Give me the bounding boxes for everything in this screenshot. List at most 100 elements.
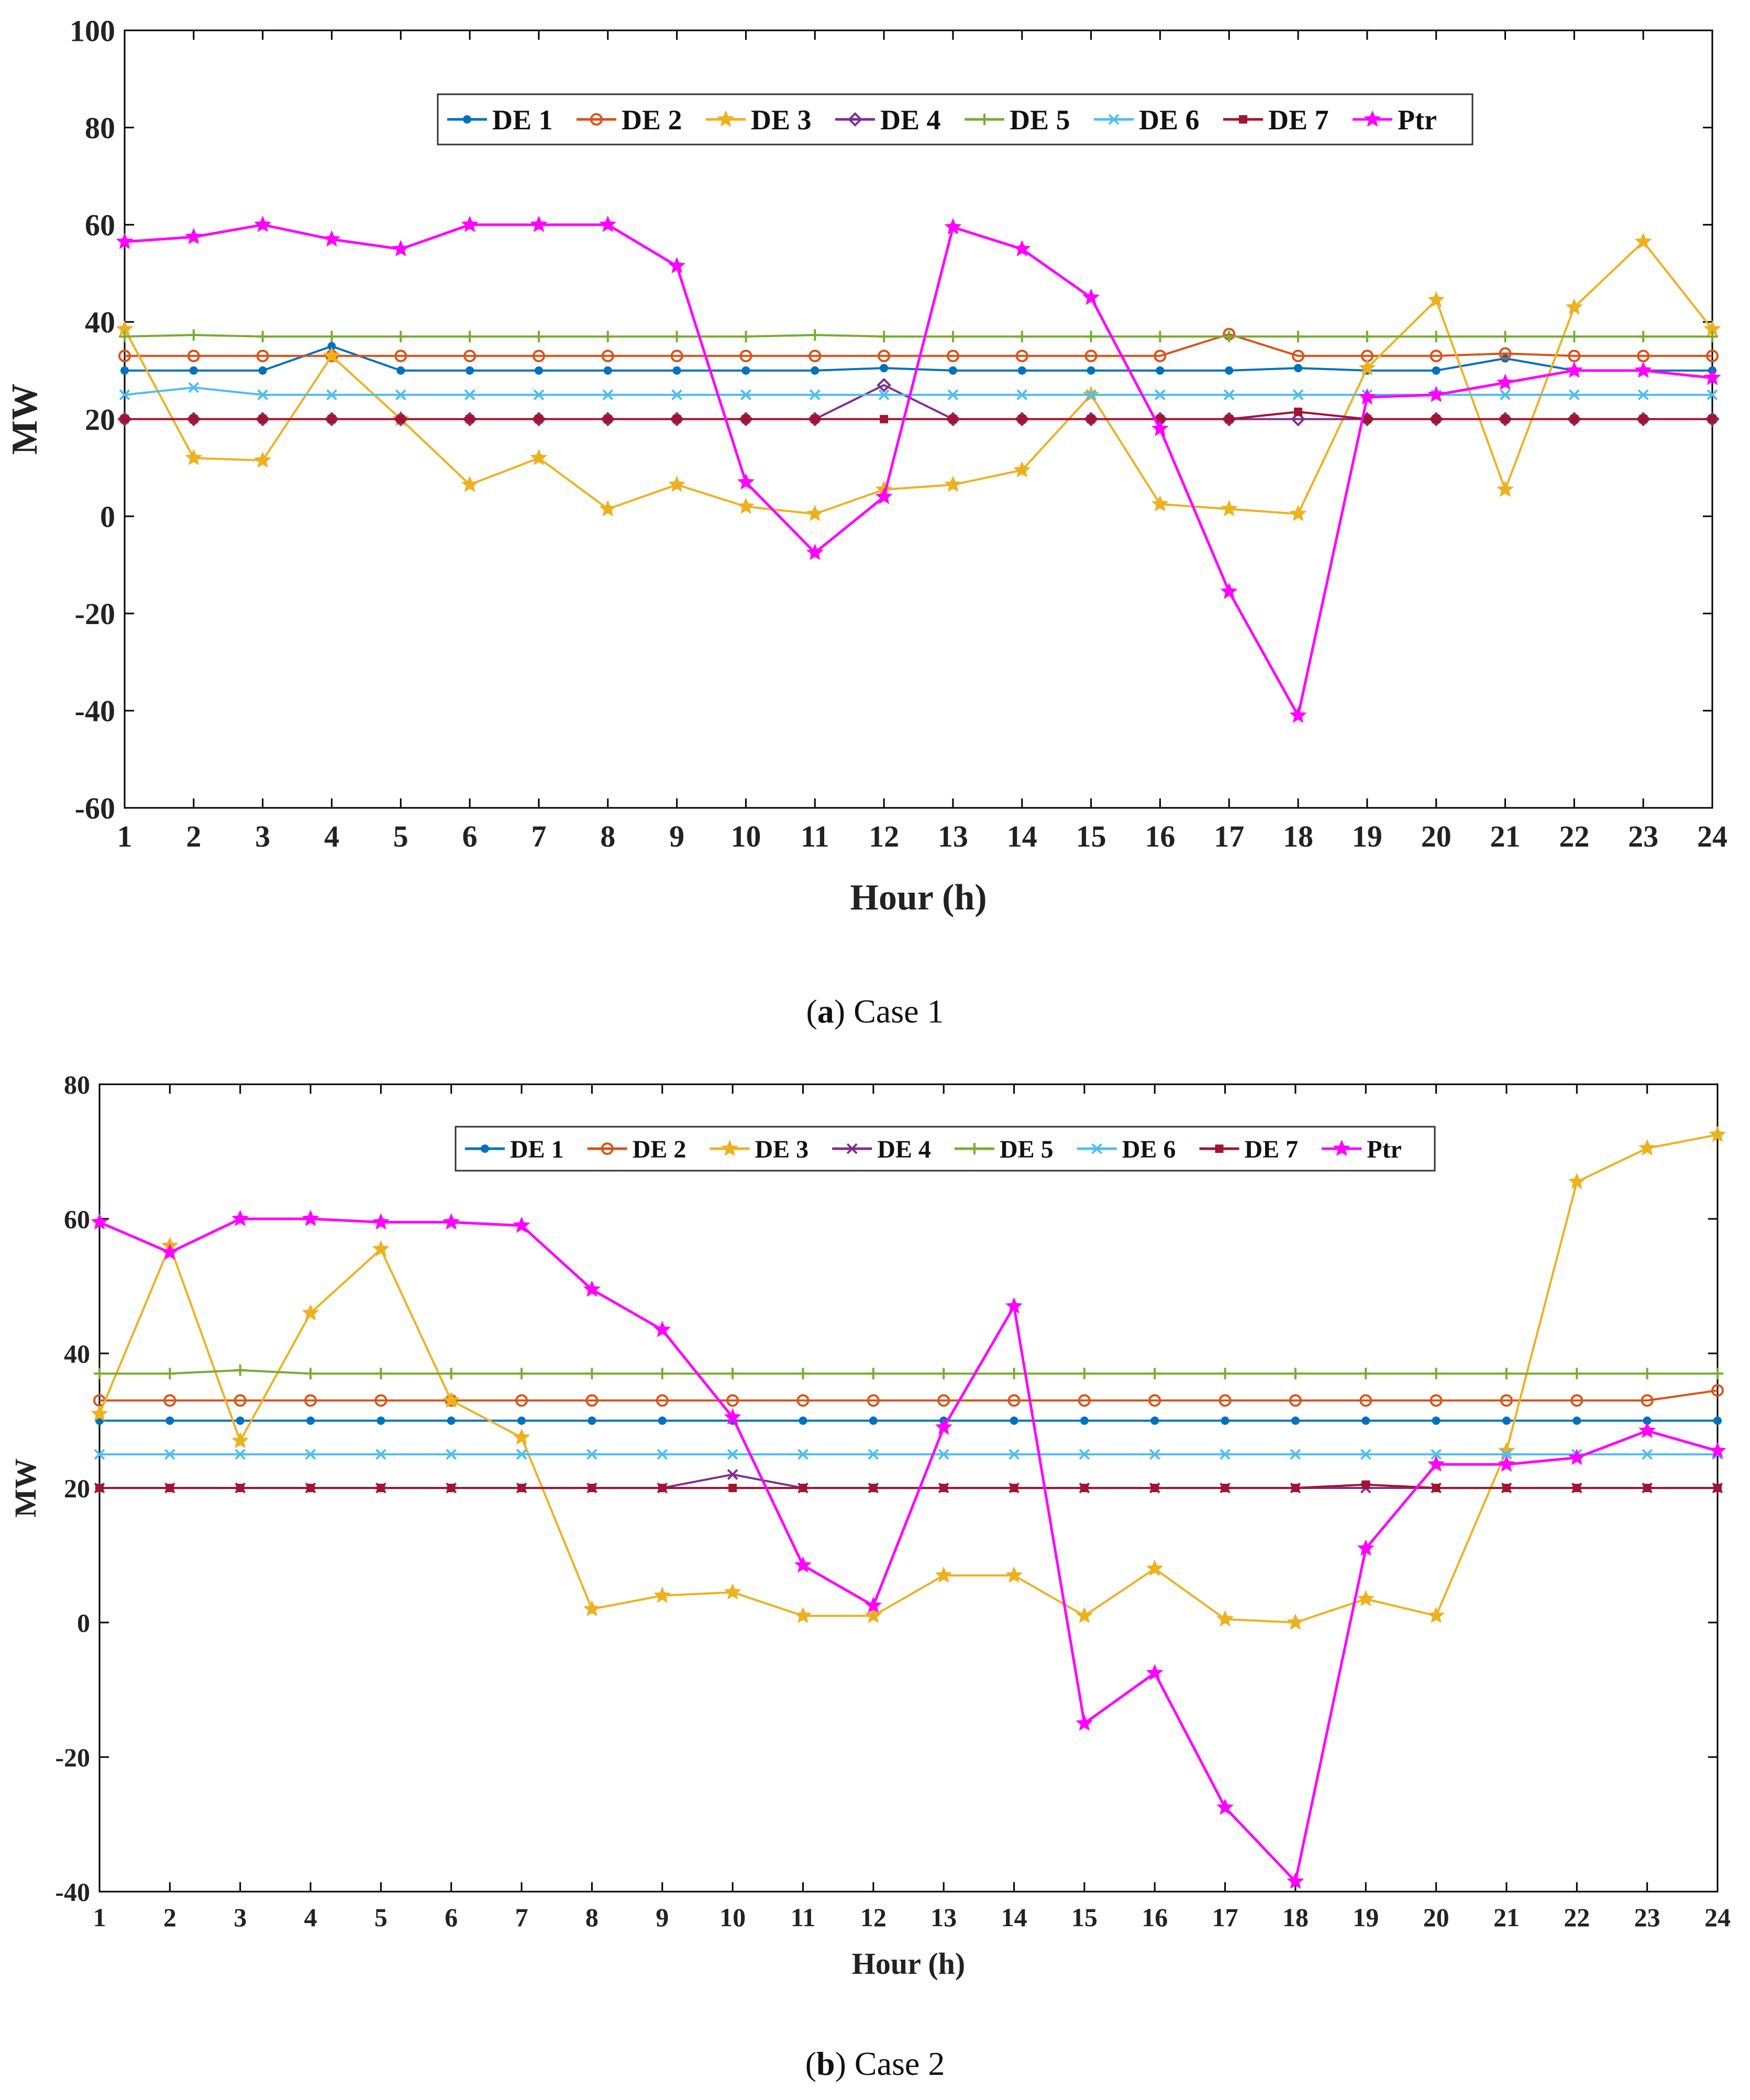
- x-tick-label: 21: [1493, 1903, 1520, 1932]
- data-point: [1498, 1455, 1515, 1472]
- data-point: [1146, 1559, 1164, 1576]
- data-point: [1361, 1480, 1370, 1489]
- data-point: [1221, 1484, 1230, 1492]
- data-point: [94, 1368, 105, 1380]
- data-point: [1082, 288, 1100, 305]
- data-point: [1016, 389, 1028, 401]
- y-tick-label: 40: [64, 1339, 90, 1369]
- data-point: [254, 216, 272, 232]
- data-point: [532, 349, 545, 362]
- y-tick-label: -20: [75, 597, 115, 631]
- data-point: [1154, 330, 1166, 342]
- y-tick-label: 80: [85, 111, 115, 145]
- data-point: [1289, 706, 1307, 723]
- series-line: [124, 223, 1713, 717]
- legend-marker: [481, 1145, 489, 1153]
- data-point: [877, 377, 891, 393]
- data-point: [806, 543, 824, 560]
- data-point: [1292, 389, 1304, 401]
- data-point: [727, 1469, 738, 1480]
- data-point: [1572, 1416, 1581, 1425]
- data-point: [1637, 349, 1650, 362]
- data-point: [1502, 1484, 1511, 1492]
- data-point: [1642, 1449, 1653, 1460]
- y-tick-label: -40: [55, 1877, 90, 1907]
- data-point: [944, 218, 962, 235]
- series-line: [125, 333, 1712, 357]
- series-de-1: [120, 342, 1716, 375]
- data-point: [603, 415, 612, 424]
- data-point: [1154, 389, 1166, 401]
- data-point: [1078, 1368, 1090, 1380]
- data-point: [602, 389, 614, 401]
- data-point: [939, 1484, 948, 1492]
- data-point: [1427, 291, 1445, 308]
- data-point: [1634, 361, 1652, 378]
- legend-marker: [463, 115, 471, 124]
- legend-item: DE 7: [1199, 1136, 1298, 1163]
- data-point: [118, 349, 131, 362]
- data-point: [811, 415, 819, 424]
- x-tick-label: 14: [1001, 1903, 1027, 1932]
- data-point: [1292, 349, 1305, 362]
- x-tick-label: 4: [324, 819, 339, 853]
- data-point: [1500, 1394, 1513, 1407]
- x-tick-label: 7: [515, 1903, 528, 1932]
- data-point: [1216, 1798, 1234, 1815]
- x-tick-label: 6: [462, 819, 478, 853]
- data-point: [188, 382, 200, 393]
- data-point: [1637, 389, 1649, 401]
- legend-label: DE 7: [1268, 104, 1329, 136]
- data-point: [1146, 1664, 1164, 1681]
- data-point: [372, 1213, 390, 1230]
- data-point: [516, 1449, 527, 1460]
- data-point: [327, 415, 336, 424]
- data-point: [305, 1449, 316, 1460]
- y-tick-label: 60: [64, 1205, 90, 1234]
- legend-item: Ptr: [1353, 104, 1437, 136]
- y-tick-label: 0: [77, 1608, 90, 1638]
- data-point: [658, 1416, 667, 1425]
- data-point: [326, 389, 337, 401]
- legend-label: DE 4: [877, 1136, 931, 1163]
- caption-case-1: (a) Case 1: [806, 993, 944, 1030]
- data-point: [1713, 1484, 1722, 1492]
- data-point: [1087, 366, 1095, 375]
- data-point: [588, 1484, 596, 1492]
- legend-item: DE 4: [832, 1136, 931, 1163]
- data-point: [1565, 361, 1583, 378]
- data-point: [1430, 1394, 1443, 1407]
- data-point: [948, 415, 957, 424]
- data-point: [599, 499, 617, 517]
- data-point: [1500, 1368, 1512, 1380]
- legend-label: DE 6: [1139, 104, 1200, 136]
- data-point: [1223, 389, 1235, 401]
- data-point: [94, 1449, 105, 1460]
- data-point: [1357, 1539, 1375, 1556]
- data-point: [513, 1428, 530, 1445]
- legend-marker: [601, 1142, 614, 1155]
- data-point: [1711, 1384, 1724, 1397]
- legend-label: DE 5: [1010, 104, 1070, 136]
- data-point: [163, 1394, 176, 1407]
- data-point: [1497, 480, 1514, 497]
- y-axis-label: MW: [5, 383, 45, 454]
- data-point: [517, 1484, 526, 1492]
- y-axis-label: MW: [8, 1459, 42, 1518]
- data-point: [878, 330, 890, 342]
- data-point: [119, 389, 130, 401]
- data-point: [235, 1449, 246, 1460]
- data-point: [1427, 1455, 1445, 1472]
- data-point: [1080, 1416, 1089, 1425]
- x-tick-label: 19: [1352, 819, 1382, 853]
- data-point: [1432, 1484, 1441, 1492]
- data-point: [1220, 582, 1238, 599]
- data-point: [1643, 1416, 1652, 1425]
- data-point: [1289, 505, 1307, 521]
- data-point: [189, 366, 198, 375]
- data-point: [728, 1484, 737, 1492]
- data-point: [1013, 461, 1031, 477]
- data-point: [1363, 415, 1371, 424]
- data-point: [602, 330, 614, 342]
- data-point: [1079, 1449, 1090, 1460]
